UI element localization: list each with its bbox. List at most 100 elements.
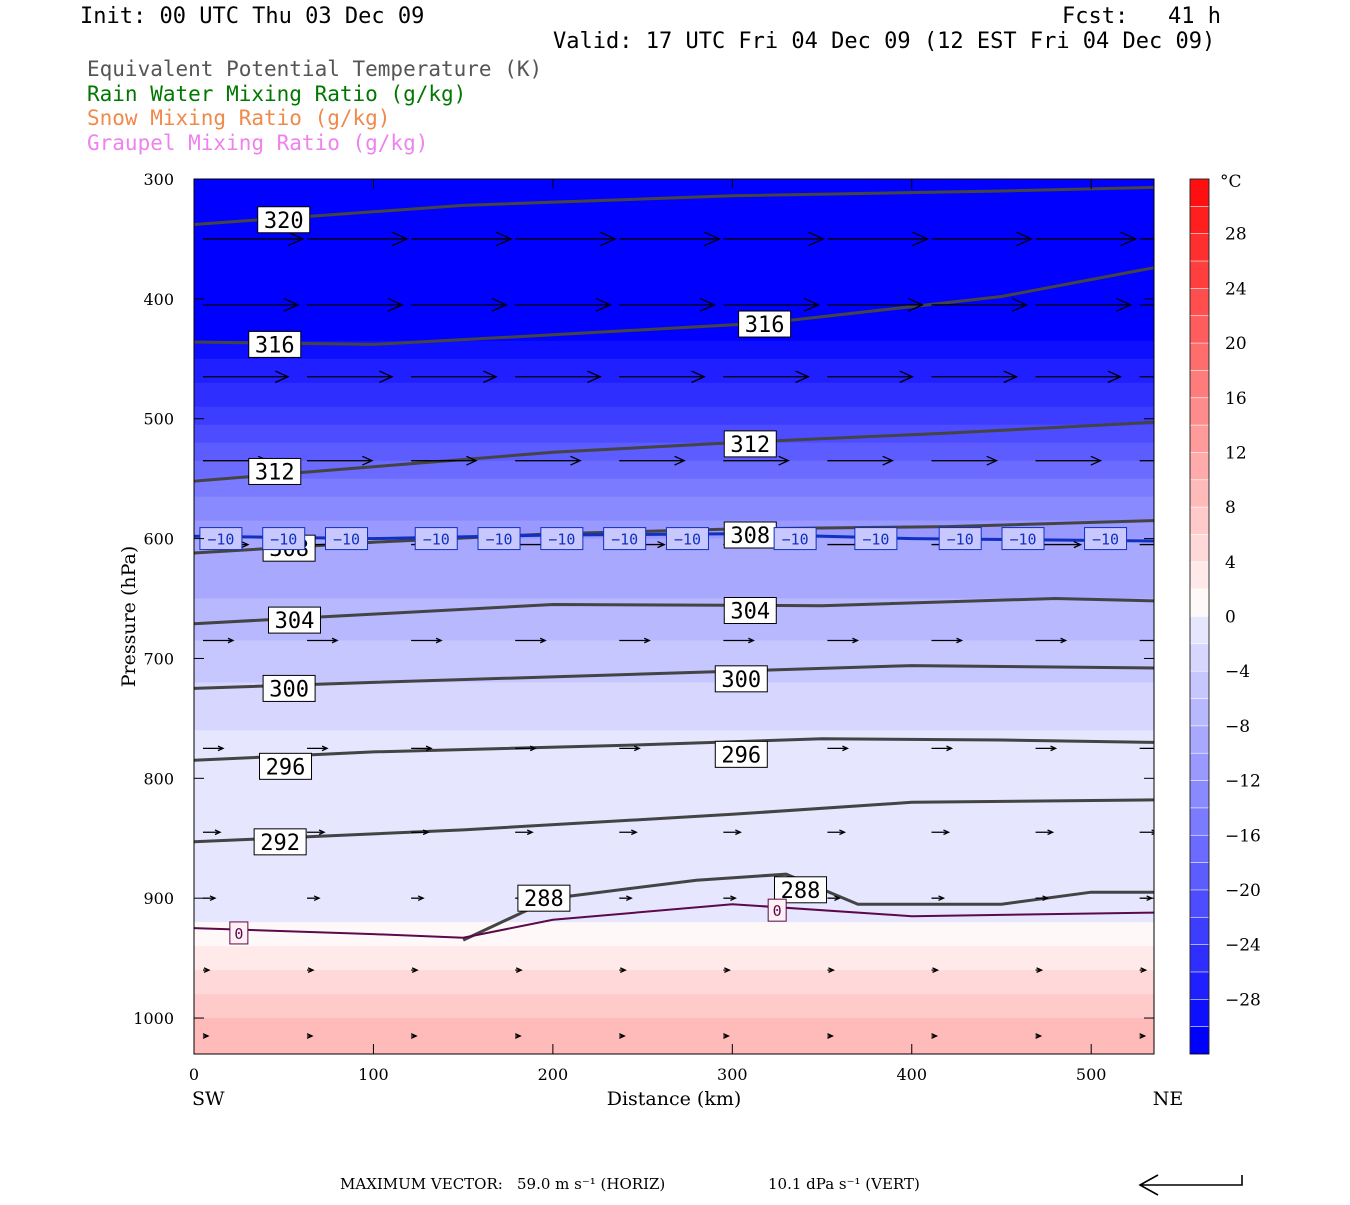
y-axis-label: Pressure (hPa) xyxy=(118,546,140,688)
wind-vector-head xyxy=(631,829,638,836)
temperature-band xyxy=(194,640,1154,648)
colorbar-swatch xyxy=(1189,999,1210,1028)
wind-vector-head xyxy=(882,455,895,466)
wind-vector-head xyxy=(1140,967,1148,973)
colorbar-tick-label: −24 xyxy=(1225,936,1261,956)
temperature-band xyxy=(194,430,1154,438)
wind-vector-head xyxy=(907,297,925,312)
colorbar-swatch xyxy=(1189,233,1210,262)
temperature-band xyxy=(194,610,1154,618)
contour-label-box xyxy=(517,884,571,912)
y-tick-label: 900 xyxy=(143,889,174,908)
temperature-band xyxy=(194,916,1154,923)
temperature-band xyxy=(194,598,1154,606)
wind-vector-head xyxy=(778,455,790,466)
temperature-band xyxy=(194,778,1154,785)
zero-label: 0 xyxy=(773,902,782,920)
wind-vector-head xyxy=(283,297,300,312)
temperature-band xyxy=(194,844,1154,851)
wind-vector-head xyxy=(724,967,731,973)
wind-vector-head xyxy=(1042,895,1050,902)
wind-vector-head xyxy=(1003,370,1019,384)
colorbar-swatch xyxy=(1189,944,1210,973)
isotherm-label: −10 xyxy=(1009,531,1036,549)
x-tick-label: 0 xyxy=(189,1065,199,1084)
temperature-band xyxy=(194,910,1154,917)
y-tick-label: 500 xyxy=(143,410,174,429)
wind-vector-head xyxy=(203,967,211,973)
contour-label-box xyxy=(257,206,311,234)
wind-vector-head xyxy=(657,540,666,549)
temperature-band xyxy=(194,1024,1154,1031)
temperature-band xyxy=(194,406,1154,414)
colorbar-swatch xyxy=(1189,698,1210,727)
colorbar-tick-label: −4 xyxy=(1225,662,1250,682)
temperature-band xyxy=(194,184,1154,192)
isotherm-label: −10 xyxy=(548,531,575,549)
contour-label-box xyxy=(723,430,777,458)
temperature-band xyxy=(194,274,1154,282)
colorbar-tick-label: 20 xyxy=(1225,334,1247,354)
temperature-band xyxy=(194,370,1154,378)
colorbar-swatch xyxy=(1189,506,1210,536)
colorbar-swatch xyxy=(1189,1026,1210,1055)
temperature-band xyxy=(194,496,1154,504)
contour-label: 316 xyxy=(745,313,785,338)
temperature-band xyxy=(194,892,1154,899)
colorbar-swatch xyxy=(1189,342,1210,372)
temperature-band xyxy=(194,304,1154,312)
max-vector-horiz: 59.0 m s⁻¹ (HORIZ) xyxy=(517,1175,666,1193)
temperature-band xyxy=(194,490,1154,498)
forecast-hour: Fcst: 41 h xyxy=(1062,4,1221,29)
temperature-band xyxy=(194,982,1154,989)
wind-vector-head xyxy=(1220,298,1234,311)
temperature-band xyxy=(194,226,1154,234)
temperature-band xyxy=(194,418,1154,426)
wind-vector-head xyxy=(1073,540,1083,549)
contour-label: 304 xyxy=(730,600,770,625)
contour-label-box xyxy=(253,828,307,856)
temperature-band xyxy=(194,742,1154,749)
wind-vector-head xyxy=(1035,1033,1043,1039)
wind-vector-head xyxy=(674,455,686,466)
temperature-band xyxy=(194,448,1154,456)
colorbar-tick-label: 12 xyxy=(1225,443,1247,463)
temperature-band xyxy=(194,700,1154,707)
wind-vector-head xyxy=(1178,542,1185,548)
x-tick-label: 200 xyxy=(538,1065,569,1084)
theta-e-contour xyxy=(194,596,1154,626)
wind-vector-head xyxy=(539,637,547,644)
wind-vector-head xyxy=(808,231,825,247)
sw-label: SW xyxy=(192,1088,225,1110)
colorbar-unit: °C xyxy=(1220,172,1242,192)
contour-label: 312 xyxy=(255,460,295,485)
temperature-band xyxy=(194,1042,1154,1049)
legend-rain-water: Rain Water Mixing Ratio (g/kg) xyxy=(87,82,467,106)
temperature-band xyxy=(194,736,1154,743)
colorbar-swatch xyxy=(1189,971,1210,1001)
temperature-band xyxy=(194,706,1154,713)
temperature-band xyxy=(194,316,1154,324)
wind-vector-head xyxy=(287,231,305,247)
contour-label: 304 xyxy=(275,609,315,634)
colorbar-swatch xyxy=(1189,588,1210,618)
wind-vector-head xyxy=(644,637,651,644)
wind-vector-head xyxy=(1151,829,1154,836)
max-vector-label: MAXIMUM VECTOR: xyxy=(340,1175,503,1193)
y-tick-label: 600 xyxy=(143,530,174,549)
wind-vector-head xyxy=(313,895,321,902)
wind-vector-head xyxy=(1120,231,1138,247)
temperature-band xyxy=(194,562,1154,570)
wind-vector-head xyxy=(1107,370,1123,384)
wind-vector-head xyxy=(209,895,217,902)
temperature-band xyxy=(194,826,1154,833)
wind-vector-head xyxy=(410,1033,418,1039)
wind-vector-head xyxy=(379,370,394,384)
colorbar-swatch xyxy=(1189,862,1210,891)
contour-label-box xyxy=(723,521,777,549)
wind-vector-head xyxy=(932,967,940,973)
isotherm-label: −10 xyxy=(862,531,889,549)
isotherm-label-box xyxy=(603,527,647,551)
temperature-band xyxy=(194,790,1154,797)
temperature-band xyxy=(194,436,1154,444)
